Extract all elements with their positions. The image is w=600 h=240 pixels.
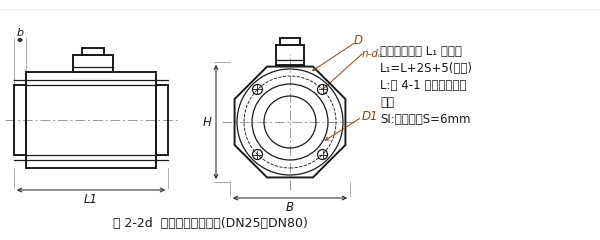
- Bar: [14, 85, 26, 155]
- Text: D1: D1: [362, 110, 379, 124]
- Text: L1: L1: [84, 193, 98, 206]
- Text: B: B: [286, 201, 294, 214]
- Bar: [82, 48, 104, 55]
- Bar: [280, 38, 300, 45]
- Text: b: b: [16, 28, 23, 38]
- Text: 注：仪表长度 L₁ 含衬里: 注：仪表长度 L₁ 含衬里: [380, 45, 462, 58]
- Text: H: H: [203, 115, 212, 128]
- Text: SI:接地环，S=6mm: SI:接地环，S=6mm: [380, 113, 470, 126]
- Text: n-dₒ: n-dₒ: [362, 49, 383, 59]
- Text: 度。: 度。: [380, 96, 394, 109]
- Text: L:表 4-1 中仪表理论长: L:表 4-1 中仪表理论长: [380, 79, 466, 92]
- Bar: [276, 45, 304, 65]
- Text: 图 2-2d  一体型电磁流量计(DN25～DN80): 图 2-2d 一体型电磁流量计(DN25～DN80): [113, 217, 307, 230]
- Bar: [156, 85, 168, 155]
- Text: D: D: [353, 34, 362, 47]
- Bar: [26, 72, 156, 168]
- Text: L₁=L+2S+5(允差): L₁=L+2S+5(允差): [380, 62, 473, 75]
- Bar: [73, 55, 113, 72]
